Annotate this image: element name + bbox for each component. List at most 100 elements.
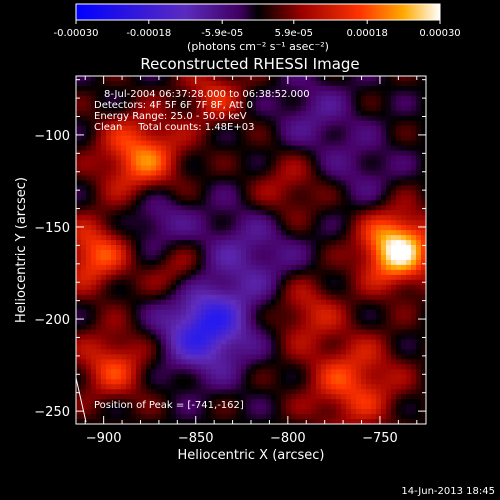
heatmap-cell [236, 145, 242, 151]
heatmap-cell [206, 190, 212, 196]
heatmap-cell [161, 314, 167, 320]
heatmap-cell [146, 105, 152, 112]
heatmap-cell [211, 245, 217, 251]
heatmap-cell [311, 150, 317, 156]
heatmap-cell [406, 180, 412, 186]
heatmap-cell [136, 354, 142, 360]
heatmap-cell [251, 404, 257, 410]
heatmap-cell [121, 110, 127, 117]
heatmap-cell [411, 80, 417, 87]
heatmap-cell [381, 150, 387, 156]
heatmap-cell [206, 90, 212, 97]
heatmap-cell [216, 344, 222, 350]
heatmap-cell [321, 384, 327, 390]
heatmap-cell [196, 374, 202, 380]
heatmap-cell [336, 185, 342, 191]
heatmap-cell [76, 180, 82, 186]
heatmap-cell [191, 254, 197, 261]
heatmap-cell [401, 125, 407, 132]
heatmap-cell [226, 180, 232, 186]
heatmap-cell [246, 299, 252, 306]
heatmap-cell [191, 339, 197, 345]
heatmap-cell [171, 379, 177, 385]
heatmap-cell [346, 245, 352, 251]
heatmap-cell [206, 319, 212, 325]
heatmap-cell [136, 235, 142, 241]
heatmap-cell [231, 289, 237, 296]
heatmap-cell [291, 374, 297, 380]
heatmap-cell [311, 279, 317, 286]
heatmap-cell [101, 379, 107, 385]
heatmap-cell [341, 230, 347, 236]
heatmap-cell [321, 165, 327, 171]
heatmap-cell [111, 170, 117, 176]
heatmap-cell [76, 254, 82, 261]
heatmap-cell [121, 419, 127, 425]
heatmap-cell [221, 334, 227, 340]
heatmap-cell [241, 279, 247, 286]
heatmap-cell [201, 175, 207, 181]
heatmap-cell [166, 110, 172, 117]
heatmap-cell [176, 364, 182, 370]
heatmap-cell [371, 389, 377, 395]
heatmap-cell [386, 185, 392, 191]
heatmap-cell [306, 160, 312, 166]
heatmap-cell [416, 76, 422, 82]
heatmap-cell [221, 185, 227, 191]
heatmap-cell [406, 369, 412, 375]
heatmap-cell [246, 76, 252, 82]
heatmap-cell [306, 289, 312, 296]
heatmap-cell [271, 80, 277, 87]
heatmap-cell [356, 294, 362, 301]
heatmap-cell [176, 409, 182, 415]
heatmap-cell [276, 105, 282, 112]
heatmap-cell [236, 190, 242, 196]
heatmap-cell [186, 150, 192, 156]
heatmap-cell [326, 324, 332, 330]
heatmap-cell [321, 409, 327, 415]
heatmap-cell [266, 389, 272, 395]
heatmap-cell [251, 389, 257, 395]
heatmap-cell [301, 135, 307, 142]
heatmap-cell [276, 379, 282, 385]
heatmap-cell [216, 150, 222, 156]
heatmap-cell [101, 344, 107, 350]
heatmap-cell [281, 349, 287, 355]
heatmap-cell [121, 180, 127, 186]
heatmap-cell [381, 294, 387, 301]
heatmap-cell [81, 155, 87, 161]
heatmap-cell [91, 364, 97, 370]
heatmap-cell [191, 185, 197, 191]
heatmap-cell [181, 404, 187, 410]
heatmap-cell [401, 414, 407, 420]
heatmap-cell [86, 100, 92, 107]
heatmap-cell [176, 200, 182, 206]
heatmap-cell [186, 105, 192, 112]
heatmap-cell [191, 364, 197, 370]
heatmap-cell [306, 394, 312, 400]
heatmap-cell [396, 85, 402, 92]
heatmap-cell [416, 259, 422, 266]
heatmap-cell [246, 304, 252, 311]
heatmap-cell [376, 100, 382, 107]
heatmap-cell [226, 190, 232, 196]
heatmap-cell [106, 85, 112, 92]
heatmap-cell [191, 259, 197, 266]
heatmap-cell [116, 284, 122, 291]
heatmap-cell [86, 120, 92, 127]
heatmap-cell [246, 140, 252, 146]
heatmap-cell [271, 95, 277, 102]
heatmap-cell [261, 324, 267, 330]
heatmap-cell [101, 155, 107, 161]
heatmap-cell [316, 180, 322, 186]
heatmap-cell [416, 269, 422, 276]
heatmap-cell [396, 334, 402, 340]
heatmap-cell [256, 115, 262, 122]
heatmap-cell [181, 135, 187, 142]
heatmap-cell [96, 190, 102, 196]
heatmap-cell [321, 185, 327, 191]
heatmap-cell [176, 240, 182, 246]
heatmap-cell [86, 215, 92, 221]
heatmap-cell [276, 180, 282, 186]
heatmap-cell [296, 85, 302, 92]
